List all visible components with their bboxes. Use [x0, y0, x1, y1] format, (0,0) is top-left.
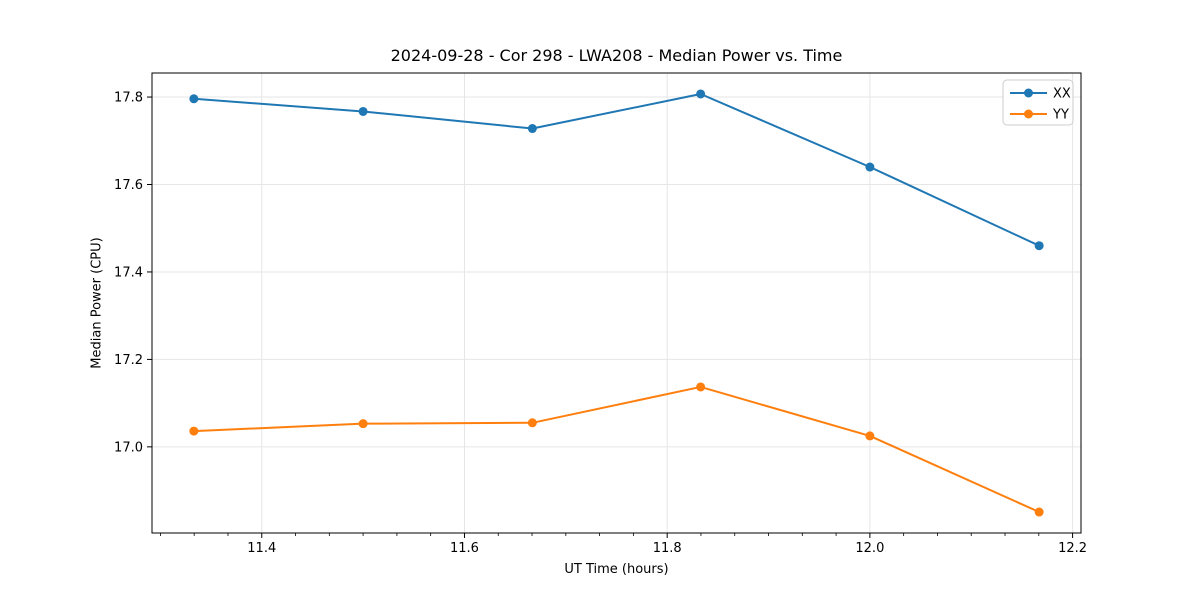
data-point-marker-XX — [358, 106, 368, 116]
legend-marker-icon — [1024, 109, 1033, 119]
series-line-XX — [193, 92, 1040, 247]
axes-frame — [151, 72, 1082, 534]
series-line-YY — [193, 385, 1040, 513]
x-tick-label: 11.6 — [450, 541, 479, 556]
x-tick-label: 11.8 — [653, 541, 682, 556]
y-tick-label: 17.2 — [114, 353, 143, 368]
data-point-marker-XX — [865, 162, 875, 172]
x-tick-label: 12.2 — [1058, 541, 1087, 556]
data-point-marker-XX — [696, 89, 706, 99]
legend-marker-icon — [1024, 88, 1033, 98]
chart-title: 2024-09-28 - Cor 298 - LWA208 - Median P… — [390, 46, 843, 65]
data-point-marker-XX — [527, 124, 537, 134]
legend-label: XX — [1053, 87, 1071, 102]
y-tick-label: 17.4 — [114, 265, 143, 280]
x-tick-label: 12.0 — [855, 541, 884, 556]
y-axis-label: Median Power (CPU) — [89, 237, 105, 369]
y-tick-label: 17.0 — [114, 440, 143, 455]
data-point-marker-XX — [189, 94, 199, 104]
data-point-marker-XX — [1034, 241, 1044, 251]
data-point-marker-YY — [358, 419, 368, 429]
data-point-marker-YY — [1034, 507, 1044, 517]
data-point-marker-YY — [189, 426, 199, 436]
data-point-marker-YY — [865, 431, 875, 441]
y-tick-label: 17.8 — [114, 91, 143, 106]
legend-label: YY — [1052, 108, 1069, 123]
data-point-marker-YY — [527, 418, 537, 428]
x-axis-label: UT Time (hours) — [564, 562, 669, 577]
plot-background — [152, 73, 1081, 533]
x-tick-label: 11.4 — [247, 541, 276, 556]
y-tick-label: 17.6 — [114, 178, 143, 193]
data-point-marker-YY — [696, 382, 706, 392]
